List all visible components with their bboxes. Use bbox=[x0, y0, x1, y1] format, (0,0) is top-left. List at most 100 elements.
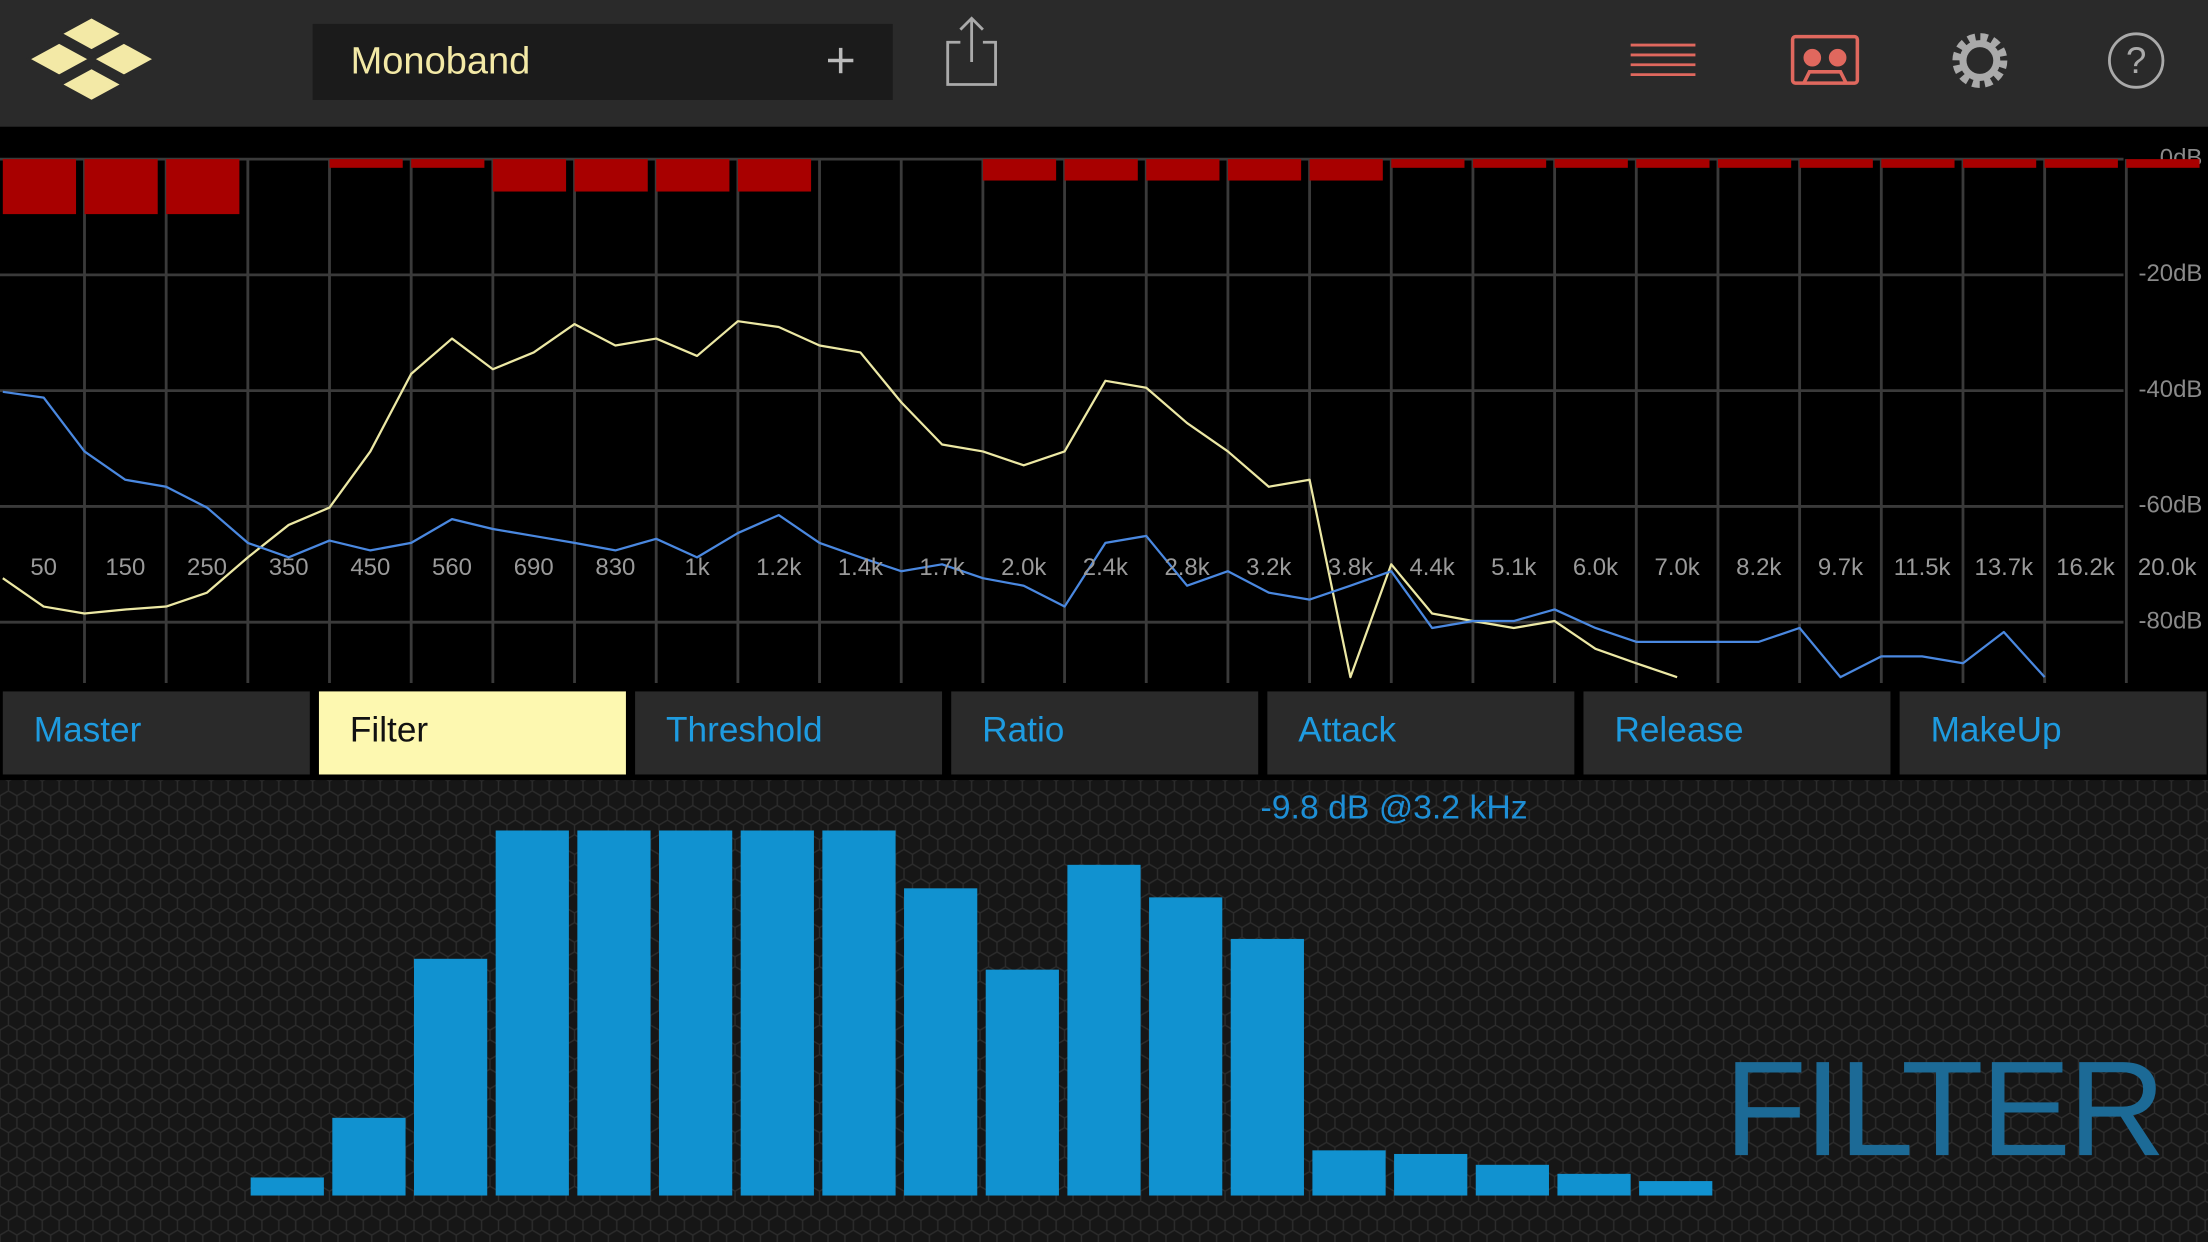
band-label: 9.7k bbox=[1818, 554, 1863, 581]
tab-label: Threshold bbox=[666, 711, 822, 750]
band-label: 2.0k bbox=[1001, 554, 1046, 581]
svg-text:?: ? bbox=[2126, 40, 2146, 81]
band-label: 8.2k bbox=[1736, 554, 1781, 581]
tab-button[interactable] bbox=[951, 691, 1259, 775]
tab-label: MakeUp bbox=[1931, 711, 2062, 750]
add-preset-button[interactable] bbox=[828, 47, 854, 74]
band-label: 50 bbox=[30, 554, 57, 581]
band-label: 5.1k bbox=[1491, 554, 1536, 581]
db-tick-label: -80dB bbox=[2139, 608, 2203, 635]
share-button[interactable] bbox=[946, 16, 997, 86]
filter-bar[interactable] bbox=[822, 830, 896, 1196]
meter-bar bbox=[1309, 159, 1383, 181]
tab-label: Attack bbox=[1298, 711, 1396, 750]
tab-button[interactable] bbox=[1267, 691, 1575, 775]
band-label: 560 bbox=[432, 554, 472, 581]
meter-bar bbox=[574, 159, 648, 192]
filter-bar[interactable] bbox=[1149, 897, 1223, 1196]
filter-bar[interactable] bbox=[577, 830, 651, 1196]
band-label: 350 bbox=[269, 554, 309, 581]
meter-bar bbox=[1554, 159, 1628, 168]
help-button[interactable]: ? bbox=[2108, 32, 2165, 89]
record-button[interactable] bbox=[1790, 34, 1860, 85]
meter-bar bbox=[411, 159, 485, 168]
db-tick-label: -20dB bbox=[2139, 260, 2203, 287]
filter-bar[interactable] bbox=[740, 830, 814, 1196]
filter-bar[interactable] bbox=[1067, 864, 1141, 1196]
app-logo[interactable] bbox=[25, 15, 158, 103]
band-label: 690 bbox=[514, 554, 554, 581]
band-label: 7.0k bbox=[1655, 554, 1700, 581]
list-button[interactable] bbox=[1630, 43, 1696, 77]
filter-bar[interactable] bbox=[1394, 1153, 1468, 1196]
band-label: 16.2k bbox=[2056, 554, 2115, 581]
tab-label: Filter bbox=[350, 711, 428, 750]
panel-label: FILTER bbox=[1724, 1033, 2163, 1184]
filter-readout: -9.8 dB @3.2 kHz bbox=[1261, 789, 1528, 827]
meter-bar bbox=[1227, 159, 1302, 181]
band-label: 2.4k bbox=[1083, 554, 1128, 581]
tab-button[interactable] bbox=[318, 691, 626, 775]
tab-button[interactable] bbox=[1583, 691, 1891, 775]
band-label: 20.0k bbox=[2138, 554, 2197, 581]
filter-bar[interactable] bbox=[414, 958, 488, 1196]
meter-bar bbox=[1064, 159, 1138, 181]
settings-button[interactable] bbox=[1952, 33, 2008, 89]
meter-bar bbox=[2044, 159, 2118, 168]
db-tick-label: -60dB bbox=[2139, 492, 2203, 519]
band-label: 1.4k bbox=[838, 554, 883, 581]
filter-bar[interactable] bbox=[1557, 1173, 1631, 1196]
meter-bar bbox=[1962, 159, 2037, 168]
meter-bar bbox=[1636, 159, 1710, 168]
filter-bar[interactable] bbox=[1312, 1150, 1386, 1196]
preset-box[interactable] bbox=[312, 23, 893, 100]
band-label: 1.2k bbox=[756, 554, 801, 581]
filter-bar[interactable] bbox=[332, 1117, 406, 1196]
band-label: 4.4k bbox=[1409, 554, 1454, 581]
filter-bar[interactable] bbox=[250, 1177, 324, 1196]
band-label: 830 bbox=[595, 554, 635, 581]
band-label: 1k bbox=[684, 554, 709, 581]
meter-bar bbox=[1717, 159, 1792, 168]
filter-bar[interactable] bbox=[1230, 938, 1304, 1196]
meter-bar bbox=[982, 159, 1057, 181]
meter-bar bbox=[2126, 159, 2200, 168]
tab-button[interactable] bbox=[2, 691, 310, 775]
filter-bar[interactable] bbox=[495, 830, 569, 1196]
filter-bar[interactable] bbox=[659, 830, 733, 1196]
meter-bar bbox=[329, 159, 403, 168]
band-label: 150 bbox=[105, 554, 145, 581]
meter-bar bbox=[1391, 159, 1465, 168]
band-label: 3.2k bbox=[1246, 554, 1291, 581]
spectrum-panel bbox=[0, 129, 2208, 685]
tab-label: Ratio bbox=[982, 711, 1064, 750]
tab-label: Release bbox=[1614, 711, 1743, 750]
meter-bar bbox=[1146, 159, 1220, 181]
meter-bar bbox=[1799, 159, 1873, 168]
tab-button[interactable] bbox=[1899, 691, 2207, 775]
tab-button[interactable] bbox=[635, 691, 943, 775]
band-label: 2.8k bbox=[1164, 554, 1209, 581]
db-tick-label: -40dB bbox=[2139, 376, 2203, 403]
meter-bar bbox=[656, 159, 730, 192]
band-label: 450 bbox=[350, 554, 390, 581]
spectrum-curve bbox=[2, 390, 2046, 679]
band-label: 6.0k bbox=[1573, 554, 1618, 581]
tab-label: Master bbox=[34, 711, 142, 750]
preset-name: Monoband bbox=[351, 40, 531, 82]
band-label: 13.7k bbox=[1975, 554, 2034, 581]
band-label: 11.5k bbox=[1894, 554, 1951, 581]
filter-bar[interactable] bbox=[1639, 1181, 1713, 1196]
spectrum-curve bbox=[2, 320, 1678, 679]
filter-bar[interactable] bbox=[904, 888, 978, 1196]
meter-bar bbox=[84, 159, 158, 215]
band-label: 3.8k bbox=[1328, 554, 1373, 581]
meter-bar bbox=[1472, 159, 1547, 168]
meter-bar bbox=[2, 159, 77, 215]
filter-bar[interactable] bbox=[1475, 1164, 1549, 1196]
meter-bar bbox=[492, 159, 567, 192]
filter-bar[interactable] bbox=[985, 969, 1059, 1196]
meter-bar bbox=[166, 159, 240, 215]
